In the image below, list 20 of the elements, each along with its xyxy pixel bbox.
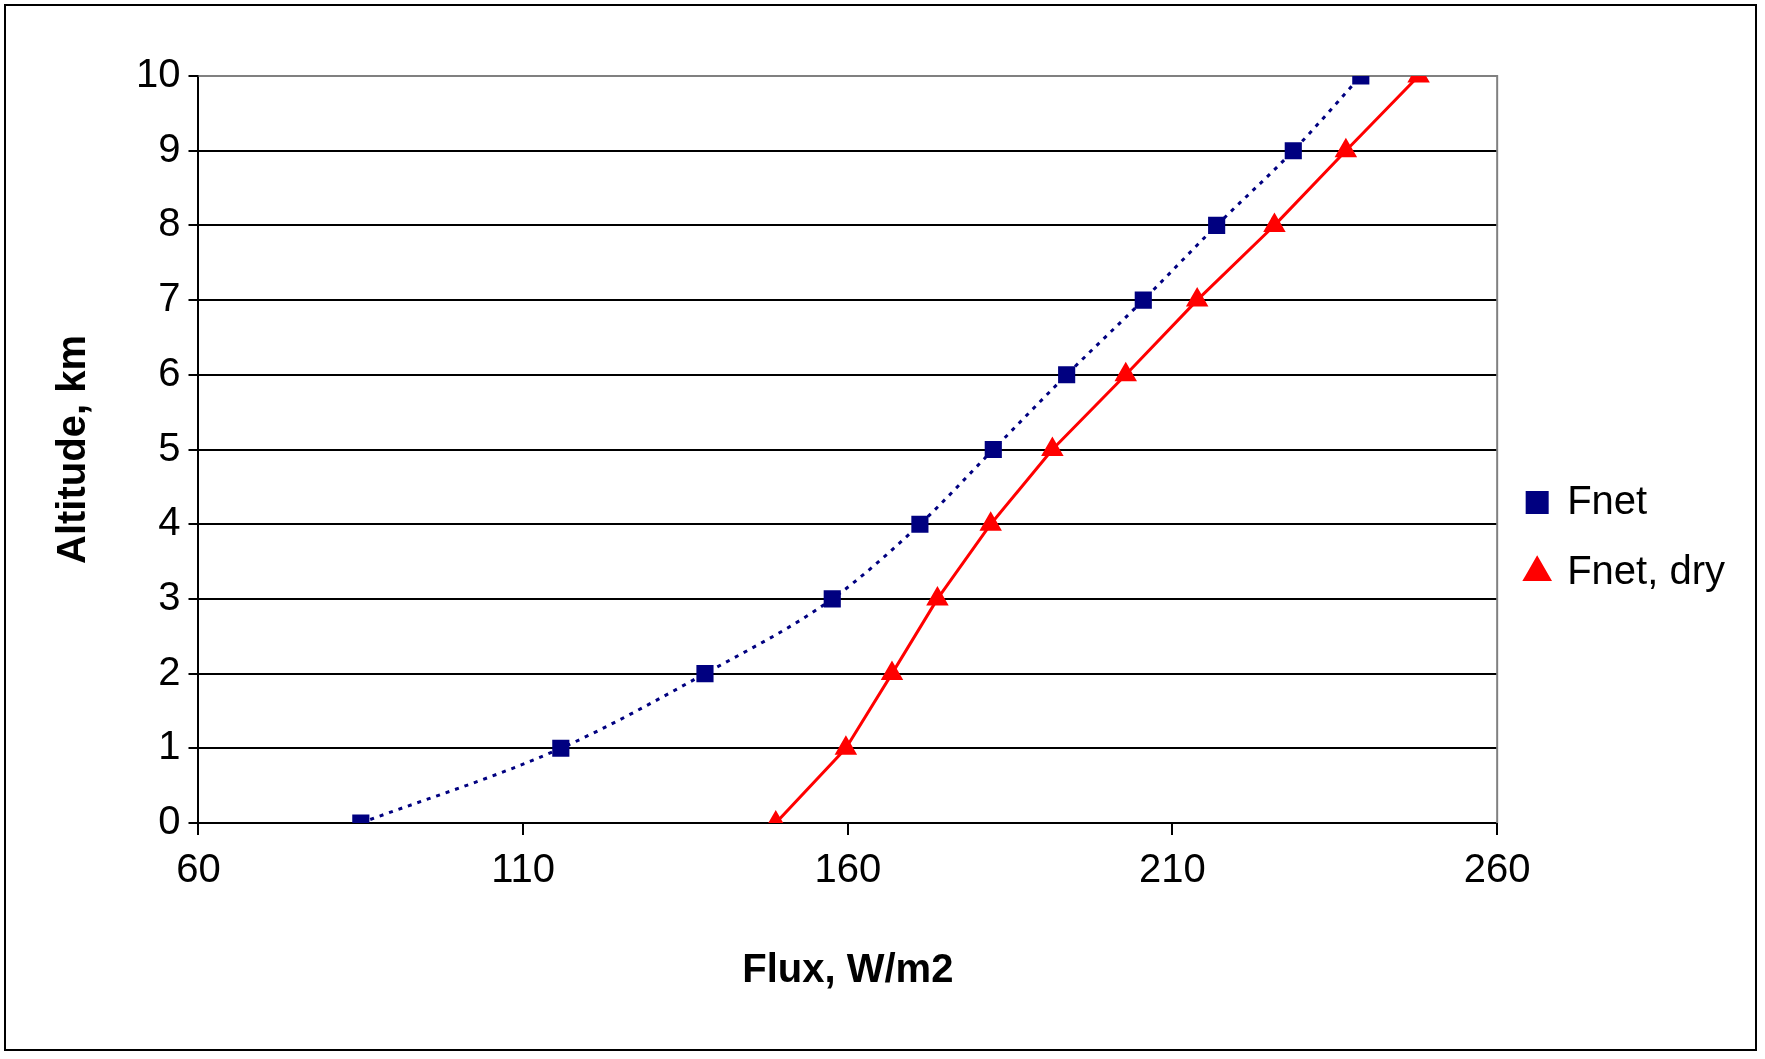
legend-label: Fnet bbox=[1567, 477, 1648, 522]
x-tick-label: 260 bbox=[1463, 846, 1531, 891]
legend-label: Fnet, dry bbox=[1567, 547, 1726, 592]
y-tick-label: 1 bbox=[158, 723, 181, 768]
y-tick-label: 7 bbox=[158, 275, 181, 320]
y-tick-label: 4 bbox=[158, 499, 181, 544]
y-tick-label: 8 bbox=[158, 200, 181, 245]
x-tick-label: 60 bbox=[176, 846, 221, 891]
y-tick-label: 9 bbox=[158, 125, 181, 170]
x-tick-label: 110 bbox=[491, 846, 556, 891]
y-axis-title: Altitude, km bbox=[49, 335, 94, 564]
x-axis-title: Flux, W/m2 bbox=[742, 946, 954, 991]
y-tick-label: 5 bbox=[158, 424, 181, 469]
y-tick-label: 6 bbox=[158, 349, 181, 394]
x-tick-label: 210 bbox=[1139, 846, 1206, 891]
y-tick-label: 10 bbox=[135, 51, 181, 96]
x-tick-label: 160 bbox=[814, 846, 882, 891]
y-tick-label: 0 bbox=[158, 798, 181, 843]
y-tick-label: 3 bbox=[158, 573, 181, 618]
y-tick-label: 2 bbox=[158, 648, 181, 693]
